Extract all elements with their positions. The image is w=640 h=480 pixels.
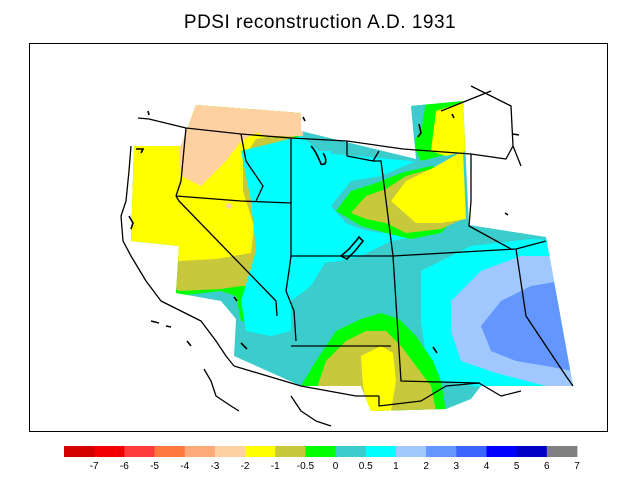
dot-lake-2 (147, 110, 150, 116)
or-id-border (175, 127, 187, 197)
legend-tick-label: 0 (333, 461, 339, 472)
sd-border (468, 154, 512, 250)
pacific-coast (120, 145, 235, 367)
legend-tick-label: 1 (393, 461, 399, 472)
canada-border (137, 117, 514, 160)
dot-lake-5 (512, 133, 520, 136)
sonora-coast (290, 395, 332, 427)
legend-swatch (214, 446, 246, 457)
legend-tick-label: 4 (484, 461, 490, 472)
legend-tick-label: 5 (514, 461, 520, 472)
great-salt-lake (339, 235, 365, 260)
dot-lake-3 (451, 113, 455, 119)
legend-swatch (395, 446, 427, 457)
dot-lake-4 (432, 346, 438, 354)
legend-tick-label: -6 (120, 461, 129, 472)
dot-lake-6 (504, 212, 509, 216)
legend-swatch (245, 446, 276, 457)
legend-swatch (124, 446, 155, 457)
legend-swatch (335, 446, 367, 457)
legend-tick-label: 6 (544, 461, 550, 472)
field-northeast-yellow (391, 151, 466, 223)
dot-lake-1 (302, 116, 306, 122)
legend-tick-label: -3 (210, 461, 219, 472)
ks-ok-border (515, 248, 574, 387)
legend-swatch (184, 446, 216, 457)
legend-tick-label: -1 (271, 461, 280, 472)
ca-nv-border (175, 195, 278, 317)
legend-tick-label: -0.5 (297, 461, 315, 472)
legend-tick-labels: -7 -6 -5 -4 -3 -2 -1 -0.5 0 0.5 1 2 3 4 5 6 7 (90, 461, 580, 472)
field-southeast-blue (481, 281, 573, 371)
fort-peck-lake (417, 123, 422, 138)
legend-swatch (516, 446, 548, 457)
legend-swatch (486, 446, 518, 457)
field-montana-teal (411, 101, 426, 141)
borders (120, 85, 574, 427)
canada-border-east (470, 85, 522, 167)
legend-tick-label: 2 (423, 461, 429, 472)
channel-island-1 (150, 320, 160, 324)
legend-swatch (154, 446, 186, 457)
legend-swatch (305, 446, 336, 457)
lakes-islands (128, 110, 520, 354)
id-mt-border (240, 133, 264, 202)
legend-tick-label: -4 (180, 461, 189, 472)
field-spot-orange (226, 203, 232, 209)
map-title: PDSI reconstruction A.D. 1931 (183, 12, 457, 33)
legend-tick-label: -2 (241, 461, 250, 472)
field-montana-yellow (431, 101, 466, 156)
north-boundary (440, 90, 492, 112)
legend-swatch (94, 446, 125, 457)
channel-island-2 (165, 325, 172, 328)
legend-color-bar (64, 446, 578, 457)
field-spot-orange-2 (123, 235, 131, 241)
mt-wy-border (346, 141, 380, 162)
dot-lake-7 (233, 296, 238, 302)
mexico-border (233, 365, 379, 397)
legend-swatch (275, 446, 306, 457)
legend-swatch (456, 446, 487, 457)
baja-coast (203, 368, 240, 412)
channel-island-3 (186, 340, 192, 347)
ut-az-border (285, 255, 297, 342)
legend-swatch (426, 446, 457, 457)
legend-swatch (64, 446, 95, 457)
pdsi-map (120, 85, 574, 427)
legend-tick-label: 0.5 (359, 461, 373, 472)
salton-sea (240, 342, 248, 350)
nv-ut-north-border (175, 195, 292, 204)
co-nm-border (392, 255, 480, 384)
wy-east-border (373, 160, 394, 257)
flathead-lake (310, 145, 327, 166)
coast-bay (128, 215, 134, 230)
puget-sound (136, 148, 145, 154)
legend-swatch (365, 446, 397, 457)
legend-tick-label: 3 (454, 461, 460, 472)
map-frame (29, 43, 608, 432)
legend-swatch (546, 446, 578, 457)
mexico-border-east (378, 382, 522, 407)
legend-tick-label: -5 (150, 461, 159, 472)
legend-tick-label: -7 (90, 461, 99, 472)
legend-tick-label: 7 (574, 461, 580, 472)
